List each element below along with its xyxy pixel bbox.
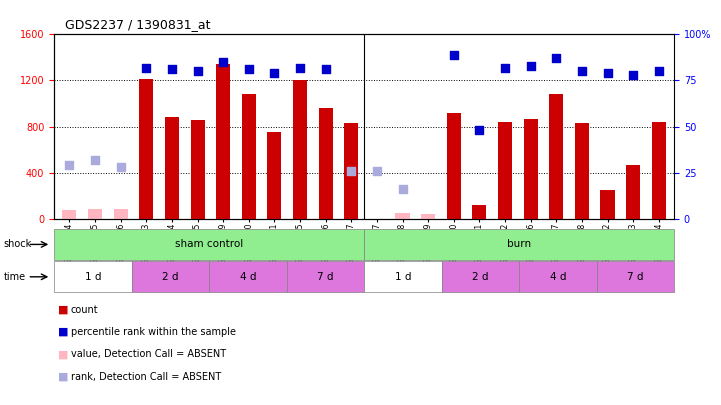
- Text: value, Detection Call = ABSENT: value, Detection Call = ABSENT: [71, 350, 226, 359]
- Point: [269, 70, 280, 77]
- Bar: [441, 261, 519, 292]
- Bar: [344, 123, 358, 219]
- Text: count: count: [71, 305, 98, 315]
- Point: [115, 164, 126, 171]
- Bar: [472, 205, 487, 219]
- Text: 4 d: 4 d: [239, 272, 256, 282]
- Point: [551, 55, 562, 62]
- Text: shock: shock: [4, 239, 32, 249]
- Bar: [364, 261, 441, 292]
- Bar: [498, 122, 512, 219]
- Text: percentile rank within the sample: percentile rank within the sample: [71, 327, 236, 337]
- Text: 2 d: 2 d: [162, 272, 179, 282]
- Point: [89, 156, 101, 163]
- Bar: [319, 108, 332, 219]
- Bar: [293, 81, 307, 219]
- Bar: [396, 213, 410, 219]
- Bar: [114, 209, 128, 219]
- Point: [627, 72, 639, 78]
- Point: [63, 162, 75, 168]
- Point: [243, 66, 255, 72]
- Text: time: time: [4, 272, 26, 282]
- Point: [141, 64, 152, 71]
- Bar: [131, 261, 209, 292]
- Bar: [523, 119, 538, 219]
- Point: [576, 68, 588, 75]
- Text: 2 d: 2 d: [472, 272, 489, 282]
- Point: [499, 64, 510, 71]
- Text: 1 d: 1 d: [84, 272, 101, 282]
- Point: [474, 127, 485, 134]
- Bar: [626, 164, 640, 219]
- Point: [525, 62, 536, 69]
- Point: [192, 68, 203, 75]
- Text: GDS2237 / 1390831_at: GDS2237 / 1390831_at: [65, 18, 211, 31]
- Bar: [652, 122, 665, 219]
- Text: ■: ■: [58, 350, 68, 359]
- Bar: [267, 132, 281, 219]
- Text: burn: burn: [507, 239, 531, 249]
- Bar: [421, 213, 435, 219]
- Point: [166, 66, 177, 72]
- Text: 7 d: 7 d: [627, 272, 644, 282]
- Bar: [519, 261, 597, 292]
- Point: [294, 64, 306, 71]
- Bar: [286, 261, 364, 292]
- Text: 4 d: 4 d: [549, 272, 566, 282]
- Bar: [549, 94, 563, 219]
- Point: [602, 70, 614, 77]
- Bar: [54, 261, 131, 292]
- Point: [653, 68, 665, 75]
- Text: 7 d: 7 d: [317, 272, 334, 282]
- Point: [371, 168, 383, 174]
- Bar: [216, 64, 230, 219]
- Bar: [139, 79, 154, 219]
- Point: [345, 168, 357, 174]
- Text: ■: ■: [58, 372, 68, 382]
- Text: sham control: sham control: [175, 239, 243, 249]
- Text: ■: ■: [58, 305, 68, 315]
- Bar: [209, 261, 286, 292]
- Point: [397, 186, 408, 192]
- Bar: [242, 94, 256, 219]
- Text: ■: ■: [58, 327, 68, 337]
- Point: [218, 59, 229, 65]
- Bar: [601, 190, 614, 219]
- Bar: [447, 113, 461, 219]
- Text: 1 d: 1 d: [394, 272, 411, 282]
- Point: [320, 66, 332, 72]
- Point: [448, 51, 459, 58]
- Bar: [596, 261, 674, 292]
- Bar: [88, 209, 102, 219]
- Text: rank, Detection Call = ABSENT: rank, Detection Call = ABSENT: [71, 372, 221, 382]
- Bar: [575, 123, 589, 219]
- Bar: [54, 229, 364, 260]
- Bar: [63, 210, 76, 219]
- Bar: [165, 117, 179, 219]
- Bar: [190, 119, 205, 219]
- Bar: [364, 229, 674, 260]
